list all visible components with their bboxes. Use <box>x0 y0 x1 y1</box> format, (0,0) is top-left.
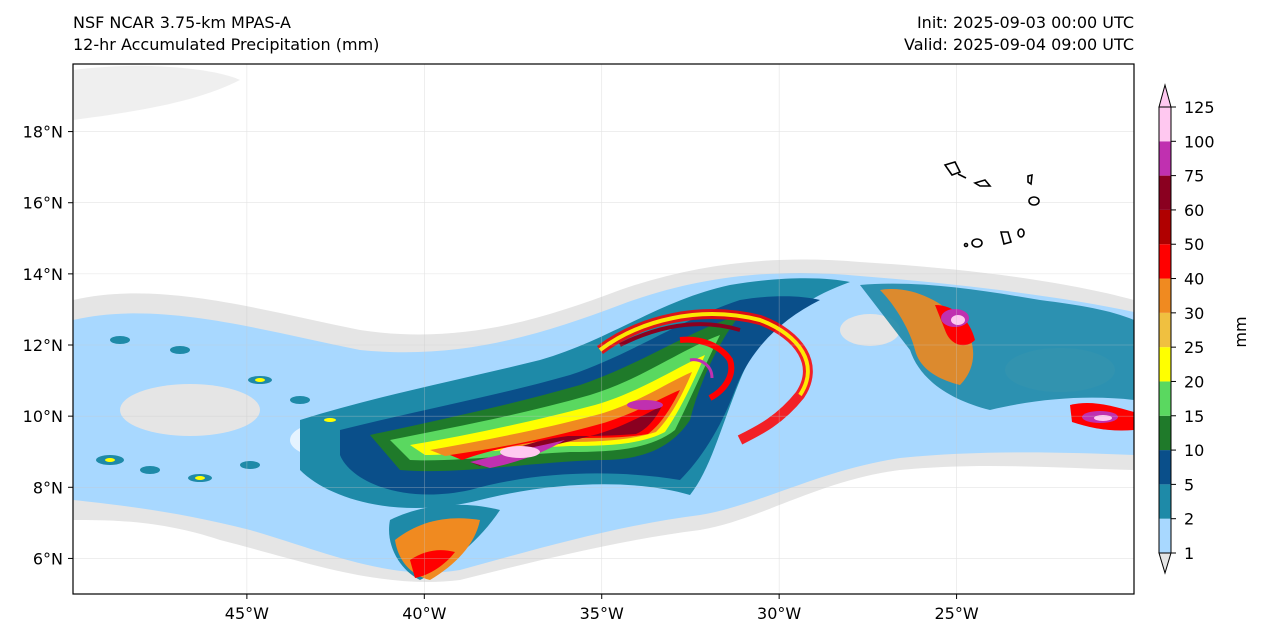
colorbar-level-label: 60 <box>1184 201 1204 220</box>
map-frame <box>72 63 1135 595</box>
lat-tick-label: 14°N <box>23 265 63 284</box>
colorbar-swatch <box>1159 312 1171 348</box>
colorbar-max-arrow <box>1158 83 1172 108</box>
lat-tick-label: 8°N <box>33 478 63 497</box>
island-santo-antao <box>943 161 962 176</box>
lat-tick-label: 16°N <box>23 194 63 213</box>
colorbar-level-label: 125 <box>1184 98 1215 117</box>
colorbar-level-label: 30 <box>1184 304 1204 323</box>
colorbar-swatch <box>1159 484 1171 519</box>
colorbar-swatch <box>1159 175 1171 210</box>
colorbar-swatch <box>1159 244 1171 279</box>
island-fogo <box>971 238 983 248</box>
lat-tick-label: 18°N <box>23 123 63 142</box>
colorbar-swatch <box>1159 209 1171 245</box>
lat-tick-label: 10°N <box>23 407 63 426</box>
island-brava <box>963 242 969 248</box>
colorbar-level-label: 20 <box>1184 372 1204 391</box>
colorbar-swatch <box>1159 107 1171 142</box>
colorbar-swatch <box>1159 450 1171 485</box>
map-grid <box>73 64 1134 594</box>
island-sao-nicolau <box>973 179 992 187</box>
island-sal <box>1027 173 1033 186</box>
colorbar-level-label: 10 <box>1184 441 1204 460</box>
colorbar-level-label: 2 <box>1184 510 1194 529</box>
lon-tick-label: 30°W <box>757 604 801 623</box>
precip-field <box>73 65 1134 582</box>
lat-tick-label: 12°N <box>23 336 63 355</box>
island-maio <box>1017 228 1025 238</box>
colorbar-swatch <box>1159 518 1171 553</box>
header-left: NSF NCAR 3.75-km MPAS-A 12-hr Accumulate… <box>73 12 379 56</box>
lon-tick-label: 35°W <box>580 604 624 623</box>
colorbar-swatch <box>1159 278 1171 313</box>
field-title: 12-hr Accumulated Precipitation (mm) <box>73 35 380 54</box>
header-right: Init: 2025-09-03 00:00 UTC Valid: 2025-0… <box>904 12 1134 56</box>
lon-axis: 45°W 40°W 35°W 30°W 25°W <box>225 594 979 623</box>
colorbar-frame <box>1158 106 1172 554</box>
colorbar-level-label: 40 <box>1184 270 1204 289</box>
lon-tick-label: 40°W <box>402 604 446 623</box>
colorbar-level-label: 50 <box>1184 235 1204 254</box>
colorbar-swatch <box>1159 415 1171 451</box>
colorbar-min-arrow <box>1158 552 1172 575</box>
colorbar-level-label: 5 <box>1184 475 1194 494</box>
island-santiago <box>999 231 1012 245</box>
lat-tick-label: 6°N <box>33 549 63 568</box>
model-title: NSF NCAR 3.75-km MPAS-A <box>73 13 291 32</box>
lon-tick-label: 25°W <box>934 604 978 623</box>
colorbar-unit: mm <box>1231 316 1250 347</box>
colorbar-level-label: 15 <box>1184 407 1204 426</box>
lon-tick-label: 45°W <box>225 604 269 623</box>
lat-axis: 18°N 16°N 14°N 12°N 10°N 8°N 6°N <box>23 123 73 568</box>
init-time: Init: 2025-09-03 00:00 UTC <box>916 13 1134 32</box>
island-sao-vicente <box>957 173 967 179</box>
colorbar-swatch <box>1159 381 1171 416</box>
colorbar-level-label: 1 <box>1184 544 1194 563</box>
cabo-verde-islands <box>943 161 1040 248</box>
island-boa-vista <box>1028 196 1040 206</box>
colorbar-swatch <box>1159 347 1171 382</box>
colorbar-swatch <box>1159 141 1171 176</box>
valid-time: Valid: 2025-09-04 09:00 UTC <box>903 35 1134 54</box>
colorbar-level-label: 25 <box>1184 338 1204 357</box>
colorbar-level-label: 100 <box>1184 132 1215 151</box>
colorbar-level-label: 75 <box>1184 167 1204 186</box>
